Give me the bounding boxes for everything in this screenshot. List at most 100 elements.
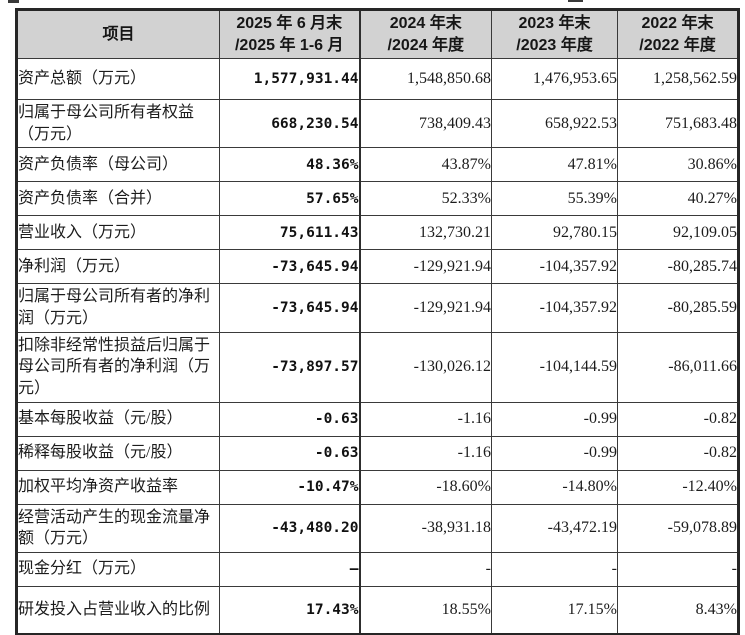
header-2024-period: 2024 年末 /2024 年度 <box>359 8 492 60</box>
item-label-cell: 净利润（万元） <box>16 249 220 285</box>
current-period-cell: -73,645.94 <box>219 283 361 333</box>
fy2022-cell: 30.86% <box>617 147 739 183</box>
item-label-cell: 现金分红（万元） <box>16 551 220 587</box>
financial-summary-table: 项目 2025 年 6 月末 /2025 年 1-6 月 2024 年末 /20… <box>15 8 740 635</box>
fy2024-cell: -129,921.94 <box>359 249 492 285</box>
fy2024-cell: 738,409.43 <box>359 99 492 149</box>
item-label-cell: 归属于母公司所有者的净利润（万元） <box>16 283 220 333</box>
fy2023-cell: 92,780.15 <box>491 215 618 251</box>
current-period-cell: 17.43% <box>219 585 361 635</box>
header-2025-line2: /2025 年 1-6 月 <box>234 36 344 54</box>
fy2022-cell: 1,258,562.59 <box>617 58 739 101</box>
table-row: 净利润（万元） -73,645.94 -129,921.94 -104,357.… <box>16 249 739 285</box>
fy2024-cell: -38,931.18 <box>359 503 492 553</box>
current-period-cell: -0.63 <box>219 435 361 471</box>
table-row: 经营活动产生的现金流量净额（万元） -43,480.20 -38,931.18 … <box>16 503 739 553</box>
header-2023-line2: /2023 年度 <box>516 36 593 54</box>
item-label-cell: 扣除非经常性损益后归属于母公司所有者的净利润（万元） <box>16 331 220 403</box>
current-period-cell: 668,230.54 <box>219 99 361 149</box>
item-label-cell: 研发投入占营业收入的比例 <box>16 585 220 635</box>
fy2024-cell: -1.16 <box>359 401 492 437</box>
table-row: 现金分红（万元） – - - - <box>16 551 739 587</box>
fy2022-cell: 751,683.48 <box>617 99 739 149</box>
header-2022-line1: 2022 年末 <box>641 15 714 32</box>
fy2023-cell: 47.81% <box>491 147 618 183</box>
header-2022-period: 2022 年末 /2022 年度 <box>617 8 739 60</box>
fy2024-cell: -1.16 <box>359 435 492 471</box>
item-label-cell: 经营活动产生的现金流量净额（万元） <box>16 503 220 553</box>
header-2023-line1: 2023 年末 <box>518 15 591 32</box>
fy2024-cell: -130,026.12 <box>359 331 492 403</box>
fy2023-cell: 17.15% <box>491 585 618 635</box>
table-row: 资产总额（万元） 1,577,931.44 1,548,850.68 1,476… <box>16 58 739 101</box>
item-label-cell: 归属于母公司所有者权益（万元） <box>16 99 220 149</box>
table-row: 稀释每股收益（元/股） -0.63 -1.16 -0.99 -0.82 <box>16 435 739 471</box>
table-row: 归属于母公司所有者权益（万元） 668,230.54 738,409.43 65… <box>16 99 739 149</box>
current-period-cell: – <box>219 551 361 587</box>
item-label-cell: 基本每股收益（元/股） <box>16 401 220 437</box>
item-label-cell: 资产负债率（合并） <box>16 181 220 217</box>
current-period-cell: -10.47% <box>219 469 361 505</box>
header-2024-line2: /2024 年度 <box>387 36 465 54</box>
cropped-text-fragment <box>568 0 583 2</box>
fy2022-cell: -80,285.59 <box>617 283 739 333</box>
fy2022-cell: -80,285.74 <box>617 249 739 285</box>
header-2024-line1: 2024 年末 <box>389 15 462 32</box>
current-period-cell: 48.36% <box>219 147 361 183</box>
fy2024-cell: 132,730.21 <box>359 215 492 251</box>
fy2022-cell: -0.82 <box>617 435 739 471</box>
table-row: 归属于母公司所有者的净利润（万元） -73,645.94 -129,921.94… <box>16 283 739 333</box>
table-row: 扣除非经常性损益后归属于母公司所有者的净利润（万元） -73,897.57 -1… <box>16 331 739 403</box>
fy2023-cell: -104,357.92 <box>491 283 618 333</box>
fy2024-cell: -18.60% <box>359 469 492 505</box>
current-period-cell: -43,480.20 <box>219 503 361 553</box>
fy2022-cell: 40.27% <box>617 181 739 217</box>
table-row: 资产负债率（母公司） 48.36% 43.87% 47.81% 30.86% <box>16 147 739 183</box>
fy2023-cell: 55.39% <box>491 181 618 217</box>
table-row: 资产负债率（合并） 57.65% 52.33% 55.39% 40.27% <box>16 181 739 217</box>
header-2022-line2: /2022 年度 <box>639 36 716 54</box>
fy2023-cell: -0.99 <box>491 401 618 437</box>
current-period-cell: -0.63 <box>219 401 361 437</box>
header-2025-period: 2025 年 6 月末 /2025 年 1-6 月 <box>219 8 361 60</box>
fy2024-cell: 1,548,850.68 <box>359 58 492 101</box>
current-period-cell: 1,577,931.44 <box>219 58 361 101</box>
table-header-row: 项目 2025 年 6 月末 /2025 年 1-6 月 2024 年末 /20… <box>16 8 739 60</box>
fy2024-cell: 43.87% <box>359 147 492 183</box>
fy2023-cell: -0.99 <box>491 435 618 471</box>
cropped-text-fragment <box>8 0 19 3</box>
fy2023-cell: -104,357.92 <box>491 249 618 285</box>
fy2022-cell: -86,011.66 <box>617 331 739 403</box>
fy2024-cell: 52.33% <box>359 181 492 217</box>
fy2022-cell: -0.82 <box>617 401 739 437</box>
item-label-cell: 资产负债率（母公司） <box>16 147 220 183</box>
fy2022-cell: 8.43% <box>617 585 739 635</box>
fy2023-cell: 658,922.53 <box>491 99 618 149</box>
header-2025-line1: 2025 年 6 月末 <box>236 15 343 32</box>
item-label-cell: 资产总额（万元） <box>16 58 220 101</box>
header-2023-period: 2023 年末 /2023 年度 <box>491 8 618 60</box>
fy2024-cell: - <box>359 551 492 587</box>
current-period-cell: -73,645.94 <box>219 249 361 285</box>
fy2023-cell: -14.80% <box>491 469 618 505</box>
fy2024-cell: 18.55% <box>359 585 492 635</box>
header-item: 项目 <box>16 8 220 60</box>
current-period-cell: 75,611.43 <box>219 215 361 251</box>
fy2022-cell: - <box>617 551 739 587</box>
table-row: 营业收入（万元） 75,611.43 132,730.21 92,780.15 … <box>16 215 739 251</box>
table-row: 加权平均净资产收益率 -10.47% -18.60% -14.80% -12.4… <box>16 469 739 505</box>
item-label-cell: 加权平均净资产收益率 <box>16 469 220 505</box>
item-label-cell: 营业收入（万元） <box>16 215 220 251</box>
current-period-cell: -73,897.57 <box>219 331 361 403</box>
header-item-label: 项目 <box>102 25 135 43</box>
fy2023-cell: -43,472.19 <box>491 503 618 553</box>
fy2023-cell: -104,144.59 <box>491 331 618 403</box>
fy2024-cell: -129,921.94 <box>359 283 492 333</box>
item-label-cell: 稀释每股收益（元/股） <box>16 435 220 471</box>
fy2022-cell: 92,109.05 <box>617 215 739 251</box>
fy2023-cell: 1,476,953.65 <box>491 58 618 101</box>
fy2022-cell: -12.40% <box>617 469 739 505</box>
table-row: 基本每股收益（元/股） -0.63 -1.16 -0.99 -0.82 <box>16 401 739 437</box>
fy2022-cell: -59,078.89 <box>617 503 739 553</box>
